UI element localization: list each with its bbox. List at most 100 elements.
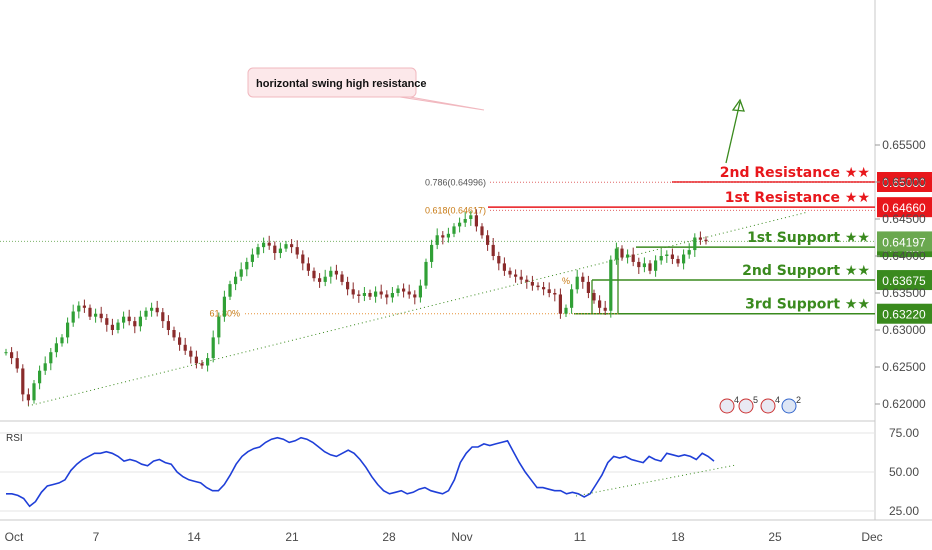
fib-618-label: 0.618(0.64617) [425, 205, 486, 215]
arrow-head [731, 98, 745, 112]
time-tick-label: Dec [861, 530, 882, 544]
candle-body [211, 337, 215, 359]
candle-body [278, 248, 282, 254]
candle-body [519, 276, 523, 280]
us-event-badge[interactable]: 4 [719, 395, 739, 414]
candle-body [99, 313, 103, 319]
candle-body [71, 311, 75, 323]
candle-body [166, 321, 170, 330]
candle-body [206, 358, 210, 366]
candle-body [530, 281, 534, 286]
time-tick-label: Nov [451, 530, 472, 544]
candle-body [155, 307, 159, 313]
time-tick-label: 7 [93, 530, 100, 544]
candle-body [312, 270, 316, 279]
candle-body [329, 270, 333, 277]
candle-body [318, 278, 322, 282]
candle-body [469, 215, 473, 219]
rsi-line [6, 436, 715, 508]
candle-body [480, 226, 484, 236]
arrow-shaft [725, 101, 741, 164]
candle-body [94, 313, 98, 317]
price-tick-label: 0.63000 [882, 323, 926, 337]
candle-body [665, 254, 669, 256]
current-price-tag [877, 231, 932, 252]
price-tag-text-r1: 0.64660 [882, 201, 926, 215]
candle-body [614, 248, 618, 260]
rsi-tick-label: 75.00 [889, 426, 919, 440]
candle-body [127, 316, 131, 322]
candle-body [631, 254, 635, 262]
candle-body [183, 344, 187, 351]
candle-body [491, 244, 495, 256]
fib-mid-label: % [562, 276, 570, 286]
level-lines [0, 181, 875, 315]
candle-body [189, 350, 193, 357]
candle-body [642, 263, 646, 268]
candle-body [284, 244, 288, 249]
rsi-title: RSI [6, 433, 23, 444]
price-tick-label: 0.62000 [882, 397, 926, 411]
candle-body [592, 293, 596, 301]
candle-body [161, 312, 165, 322]
event-badges[interactable]: 4 5 4 2 [719, 395, 801, 414]
candle-body [626, 254, 630, 258]
candle-body [603, 307, 607, 311]
candle-body [413, 294, 417, 298]
price-tag-s2 [877, 270, 932, 291]
price-tick-label: 0.63500 [882, 286, 926, 300]
candle-body [570, 289, 574, 308]
price-tick-label: 0.65000 [882, 175, 926, 189]
time-tick-label: 28 [382, 530, 396, 544]
candle-body [217, 316, 221, 338]
annotation-box [247, 67, 417, 98]
annotation-pointer [399, 96, 485, 111]
level-label-r2: 2nd Resistance ★★ [720, 165, 870, 181]
price-tick-label: 0.64000 [882, 249, 926, 263]
candle-body [704, 239, 708, 242]
annotation-text: horizontal swing high resistance [256, 78, 427, 90]
candle-body [396, 288, 400, 293]
candle-body [536, 285, 540, 288]
candle-body [687, 250, 691, 255]
price-tag-s3 [877, 303, 932, 324]
candle-body [239, 269, 243, 277]
candle-body [542, 287, 546, 290]
candle-body [553, 293, 557, 295]
candle-body [66, 322, 70, 338]
candle-body [670, 254, 674, 259]
price-tag-r1 [877, 197, 932, 218]
candle-body [497, 256, 501, 264]
candle-body [82, 305, 86, 308]
candle-body [200, 363, 204, 366]
candle-body [133, 321, 137, 327]
price-tag-text-s2: 0.63675 [882, 274, 926, 288]
us-event-badge[interactable]: 5 [738, 395, 758, 414]
level-label-r1: 1st Resistance ★★ [725, 190, 870, 206]
candle-body [323, 276, 327, 282]
candle-body [273, 245, 277, 254]
candle-body [295, 247, 299, 255]
annotation-callout: horizontal swing high resistance [247, 67, 485, 111]
candle-body [262, 242, 266, 248]
candle-body [525, 279, 529, 282]
candle-body [430, 244, 434, 262]
candle-body [514, 274, 518, 277]
candle-body [346, 281, 350, 290]
candle-body [575, 276, 579, 290]
candle-body [374, 291, 378, 297]
price-tick-label: 0.64500 [882, 212, 926, 226]
candle-body [340, 274, 344, 282]
candle-body [301, 254, 305, 264]
candle-body [49, 352, 53, 364]
candle-body [110, 324, 114, 330]
level-label-s1: 1st Support ★★ [747, 230, 870, 246]
badge-count: 2 [796, 395, 801, 405]
candle-body [402, 288, 406, 292]
price-tag-text-s3: 0.63220 [882, 308, 926, 322]
us-event-badge[interactable]: 4 [760, 395, 780, 414]
au-event-badge[interactable]: 2 [781, 395, 801, 414]
candle-body [620, 248, 624, 258]
candle-body [385, 294, 389, 298]
